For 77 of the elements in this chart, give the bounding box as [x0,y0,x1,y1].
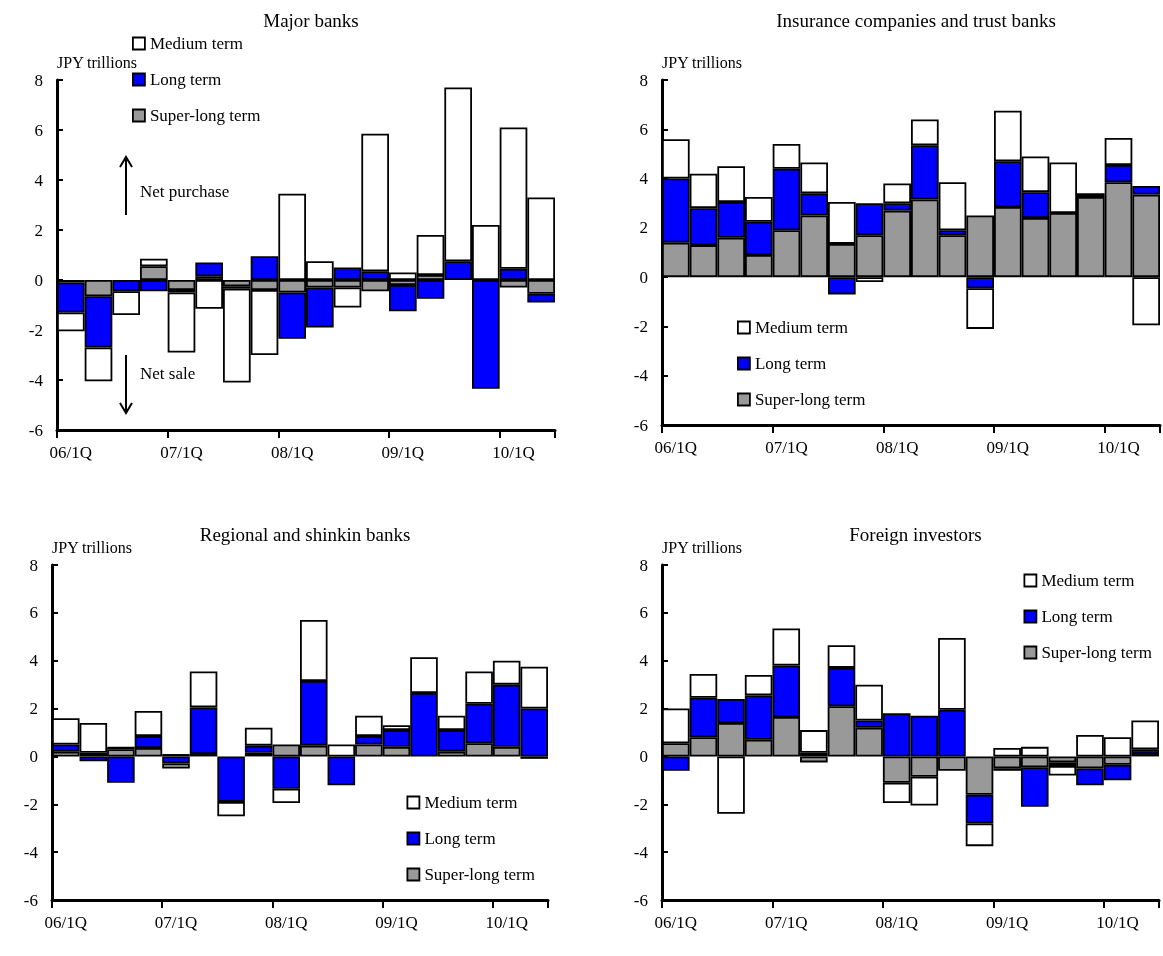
y-axis-title: JPY trillions [662,53,742,71]
legend-label: Super-long term [149,106,261,125]
y-axis-title: JPY trillions [57,53,137,71]
x-tick-label: 10/1Q [1097,438,1140,457]
y-tick-label: -6 [23,890,38,910]
y-tick-label: -6 [633,890,648,910]
chart-title: Insurance companies and trust banks [776,10,1056,31]
y-tick-label: 0 [34,270,43,290]
y-tick-label: -4 [633,842,649,862]
y-tick-label: -4 [23,842,39,862]
x-tick-label: 07/1Q [765,913,808,932]
y-tick-label: -2 [28,320,43,340]
y-tick-label: -6 [28,420,43,440]
x-tick-label: 06/1Q [49,443,93,462]
y-tick-label: 4 [639,651,649,671]
y-tick-label: 4 [29,651,39,671]
x-tick-label: 09/1Q [986,438,1030,457]
x-tick-label: 10/1Q [492,443,535,462]
legend-label: Long term [1041,607,1113,626]
y-tick-label: -4 [28,370,44,390]
y-tick-label: 2 [34,220,43,240]
x-tick-label: 08/1Q [875,913,918,932]
y-tick-label: -2 [633,794,648,814]
legend-label: Super-long term [1041,643,1152,662]
bar [195,262,223,277]
legend-label: Super-long term [424,865,535,884]
chart-title: Major banks [263,10,359,31]
y-tick-label: 0 [639,746,648,766]
y-tick-label: 0 [29,746,38,766]
y-axis-title: JPY trillions [52,538,132,556]
y-tick-label: 8 [639,70,648,90]
y-tick-label: -6 [633,415,648,435]
x-tick-label: 06/1Q [654,438,698,457]
x-tick-label: 09/1Q [375,913,418,932]
y-tick-label: 0 [639,267,648,287]
legend-label: Medium term [424,793,518,812]
y-tick-label: 2 [29,699,38,719]
y-tick-label: 2 [639,699,648,719]
y-tick-label: 6 [639,603,648,623]
x-tick-label: 08/1Q [264,913,308,932]
y-tick-label: 6 [29,603,38,623]
y-tick-label: -2 [23,794,38,814]
x-tick-label: 07/1Q [160,443,203,462]
legend-label: Long term [149,70,222,89]
x-tick-label: 08/1Q [875,438,919,457]
legend-label: Long term [754,354,827,373]
bar [162,756,190,764]
y-tick-label: 8 [639,555,648,575]
y-axis-title: JPY trillions [662,538,742,556]
legend-label: Medium term [149,34,243,53]
x-tick-label: 07/1Q [154,913,198,932]
x-tick-label: 06/1Q [654,913,698,932]
y-tick-label: 6 [639,119,648,139]
chart-title: Regional and shinkin banks [199,524,411,545]
annotation: Net purchase [140,182,230,202]
y-tick-label: -4 [633,366,649,386]
legend-label: Medium term [754,318,848,337]
annotation: Net sale [140,364,196,384]
y-tick-label: 2 [639,218,648,238]
x-tick-label: 10/1Q [1096,913,1139,932]
chart-title: Foreign investors [849,524,982,545]
x-tick-label: 09/1Q [985,913,1029,932]
y-tick-label: 8 [34,70,43,90]
y-tick-label: 6 [34,120,43,140]
x-tick-label: 10/1Q [485,913,528,932]
bar [800,756,828,763]
legend-label: Medium term [1041,571,1135,590]
y-tick-label: 4 [34,170,44,190]
x-tick-label: 06/1Q [44,913,88,932]
x-tick-label: 08/1Q [270,443,314,462]
y-tick-label: 4 [639,169,649,189]
legend-label: Super-long term [754,390,866,409]
x-tick-label: 09/1Q [381,443,425,462]
x-tick-label: 07/1Q [765,438,808,457]
y-tick-label: -2 [633,316,648,336]
legend-label: Long term [424,829,496,848]
y-tick-label: 8 [29,555,38,575]
